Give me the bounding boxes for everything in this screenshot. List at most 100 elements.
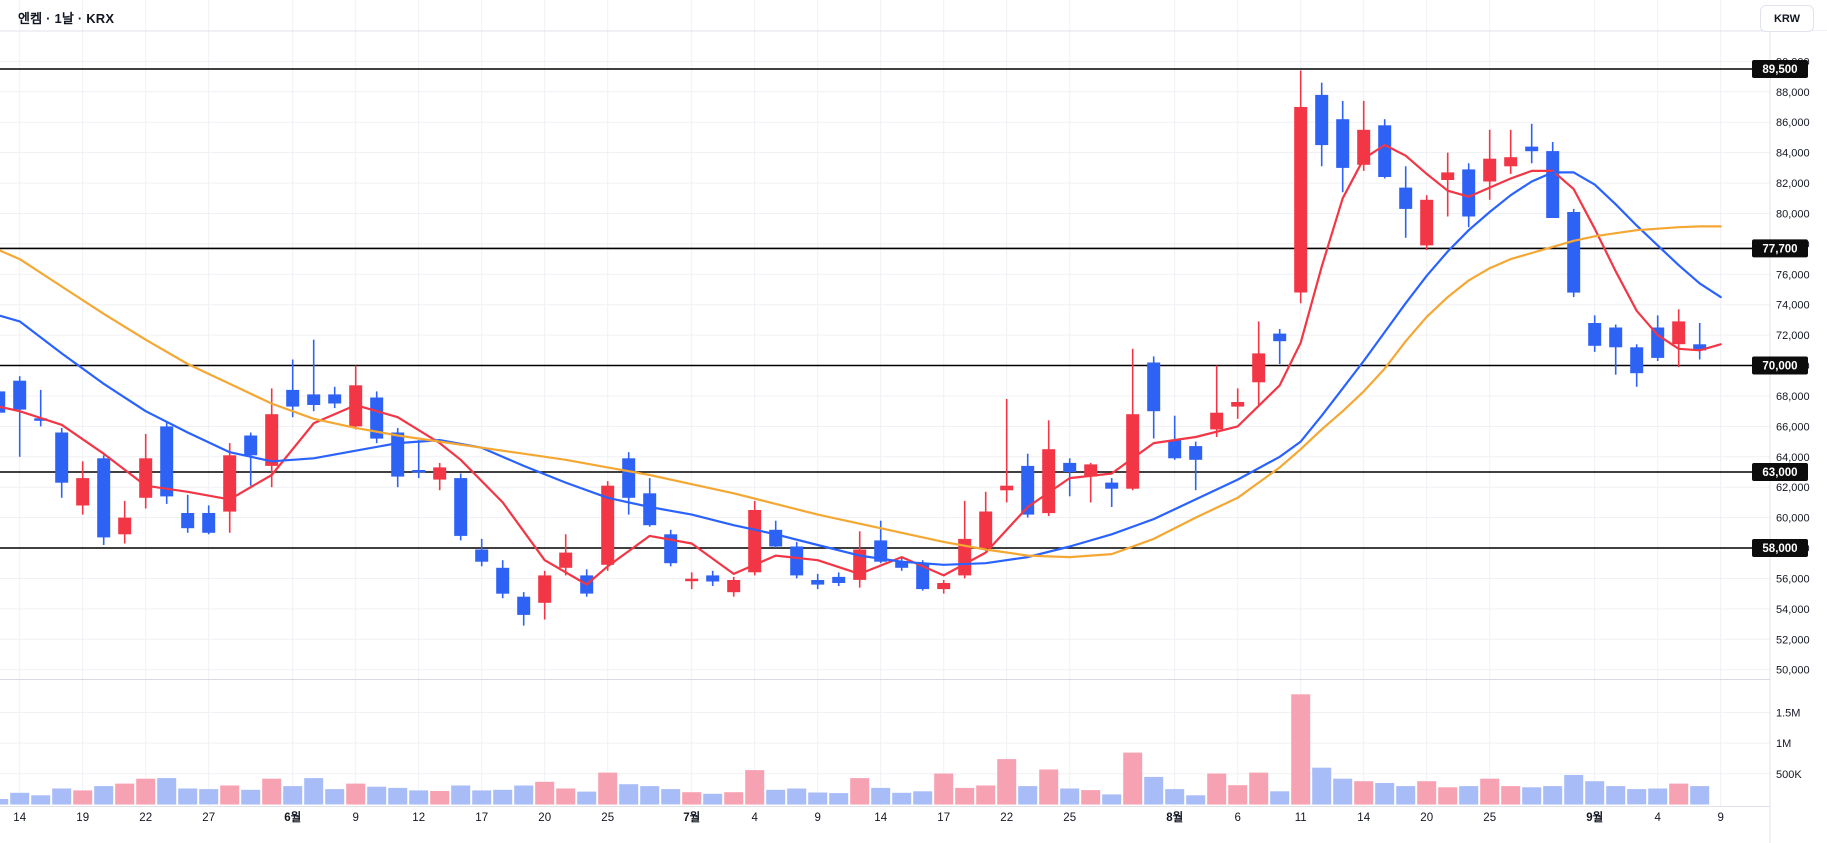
time-axis[interactable]	[0, 807, 1770, 843]
candle	[811, 573, 825, 590]
symbol-title[interactable]: 엔켐 · 1날 · KRX	[18, 11, 115, 26]
candle	[1126, 348, 1140, 491]
volume-bar	[1123, 752, 1143, 805]
candle	[97, 455, 111, 545]
time-tick-label: 14	[874, 812, 887, 824]
currency-toggle-button[interactable]: KRW	[1760, 5, 1814, 32]
volume-bar	[283, 786, 303, 805]
candle	[349, 365, 363, 430]
candle	[1378, 119, 1392, 179]
volume-bar	[1585, 781, 1605, 805]
time-tick-label: 25	[601, 812, 614, 824]
candle	[223, 443, 237, 533]
volume-bar	[1690, 786, 1710, 805]
volume-bar	[430, 791, 450, 805]
candle	[1672, 309, 1686, 368]
candle	[1084, 462, 1098, 503]
volume-bar	[1375, 783, 1395, 805]
candle	[1441, 152, 1455, 217]
candle	[664, 529, 678, 567]
volume-bar	[1186, 795, 1206, 805]
volume-bar	[199, 789, 219, 805]
price-tick-label: 80,000	[1776, 209, 1810, 221]
candle	[1231, 388, 1245, 419]
volume-bar	[1165, 789, 1185, 805]
price-axis-bg[interactable]	[1770, 31, 1827, 843]
volume-bar	[1564, 775, 1584, 805]
volume-bar	[493, 789, 513, 805]
candle	[307, 339, 321, 412]
time-tick-label: 12	[412, 812, 425, 824]
volume-bar	[1669, 783, 1689, 805]
price-tick-label: 72,000	[1776, 330, 1810, 342]
price-level-badge: 63,000	[1752, 463, 1808, 481]
volume-bar	[640, 786, 660, 805]
candle	[1294, 70, 1308, 304]
volume-tick-label: 500K	[1776, 769, 1802, 781]
volume-bar	[724, 792, 744, 805]
volume-bar	[1144, 776, 1164, 805]
candle	[748, 500, 762, 576]
candle	[1420, 195, 1434, 250]
time-tick-label: 20	[1420, 812, 1433, 824]
volume-bar	[1459, 786, 1479, 805]
candle	[0, 391, 6, 413]
price-tick-label: 82,000	[1776, 178, 1810, 190]
volume-bar	[808, 792, 828, 805]
candle	[622, 452, 636, 515]
price-tick-label: 52,000	[1776, 634, 1810, 646]
candle	[685, 572, 699, 590]
volume-bar	[31, 795, 51, 805]
volume-bar	[1543, 786, 1563, 805]
volume-bar	[1648, 788, 1668, 805]
volume-bar	[1207, 773, 1227, 805]
candle	[1525, 123, 1539, 164]
candle	[139, 434, 153, 509]
svg-text:58,000: 58,000	[1762, 543, 1797, 555]
volume-bar	[220, 785, 240, 805]
price-tick-label: 68,000	[1776, 391, 1810, 403]
candle	[286, 359, 300, 418]
volume-bar	[1102, 794, 1122, 805]
price-tick-label: 62,000	[1776, 482, 1810, 494]
volume-bar	[1291, 694, 1311, 805]
candle	[937, 580, 951, 594]
volume-bar	[976, 785, 996, 805]
price-tick-label: 86,000	[1776, 117, 1810, 129]
time-tick-label: 9월	[1586, 810, 1603, 824]
volume-bar	[535, 781, 555, 805]
price-level-badge: 70,000	[1752, 356, 1808, 375]
volume-bar	[115, 783, 135, 805]
time-tick-label: 9	[814, 812, 820, 824]
volume-bar	[1270, 791, 1290, 805]
volume-bar	[1627, 789, 1647, 805]
price-level-badge: 77,700	[1752, 239, 1808, 258]
candle	[1567, 208, 1581, 298]
volume-bar	[1228, 785, 1248, 805]
candle	[118, 500, 132, 544]
candle	[979, 491, 993, 552]
time-tick-label: 17	[475, 812, 488, 824]
candle	[1168, 415, 1182, 460]
volume-bar	[913, 791, 933, 805]
candle	[265, 388, 279, 488]
volume-bar	[1018, 786, 1038, 805]
volume-bar	[1606, 786, 1626, 805]
price-tick-label: 64,000	[1776, 452, 1810, 464]
price-level-badge: 58,000	[1752, 539, 1808, 557]
price-tick-label: 50,000	[1776, 665, 1810, 677]
time-tick-label: 6월	[284, 810, 301, 824]
volume-bar	[451, 785, 471, 805]
ma-mid-line	[0, 171, 1722, 566]
time-tick-label: 6	[1234, 812, 1240, 824]
time-tick-label: 9	[352, 812, 358, 824]
volume-bar	[73, 790, 93, 805]
candle	[76, 461, 90, 515]
volume-tick-label: 1.5M	[1776, 707, 1800, 719]
volume-bar	[787, 788, 807, 805]
volume-bar	[1396, 786, 1416, 805]
candle	[160, 421, 174, 504]
candle	[853, 531, 867, 588]
volume-bar	[1354, 781, 1374, 805]
